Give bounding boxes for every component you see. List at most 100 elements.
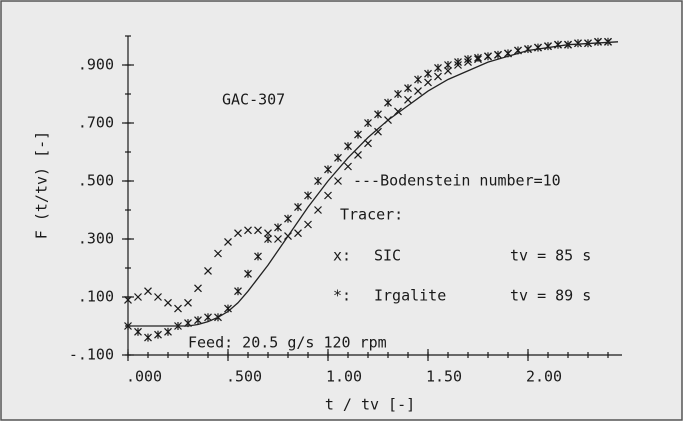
data-point [314, 206, 322, 214]
marker-stroke [314, 206, 322, 214]
data-point [194, 316, 202, 325]
marker-stroke [334, 177, 342, 185]
data-point [174, 304, 182, 313]
data-point [494, 50, 502, 59]
marker-stroke [194, 284, 202, 293]
legend-marker-label: x: [333, 247, 351, 265]
data-point [364, 119, 372, 127]
data-point [274, 223, 282, 232]
data-point [194, 284, 202, 293]
data-point [264, 229, 272, 238]
marker-stroke [124, 295, 132, 304]
model-line [128, 41, 619, 327]
data-point [444, 66, 452, 75]
data-point [154, 330, 162, 339]
data-point [354, 150, 362, 159]
marker-stroke [154, 293, 162, 301]
data-point [264, 235, 272, 243]
data-point [394, 90, 402, 98]
data-point [244, 226, 252, 235]
marker-stroke [264, 229, 272, 238]
data-point [234, 287, 242, 296]
data-point [344, 162, 352, 171]
data-point [204, 266, 212, 275]
x-tick-label: .500 [226, 368, 262, 386]
data-point [274, 235, 282, 243]
data-point [254, 226, 262, 235]
data-point [244, 269, 252, 278]
data-point [354, 130, 362, 139]
data-point [414, 75, 422, 84]
annotation: ---Bodenstein number=10 [353, 172, 561, 190]
x-tick-label: .000 [126, 368, 162, 386]
marker-stroke [374, 127, 382, 136]
y-tick-label: .500 [78, 172, 114, 190]
data-point [134, 293, 142, 301]
legend-entry: SIC [374, 247, 401, 265]
marker-stroke [234, 229, 242, 238]
data-point [474, 53, 482, 62]
data-point [414, 87, 422, 96]
marker-stroke [134, 293, 142, 301]
data-point [364, 139, 372, 148]
legend-title: Tracer: [340, 206, 403, 224]
marker-stroke [404, 95, 412, 104]
data-point [384, 98, 392, 107]
marker-stroke [164, 298, 172, 307]
y-tick-label: -.100 [69, 346, 114, 364]
marker-stroke [294, 229, 302, 238]
data-point [224, 237, 232, 246]
legend-note: tv = 85 s [510, 247, 591, 265]
data-point [294, 203, 302, 212]
data-point [454, 58, 462, 67]
marker-stroke [354, 150, 362, 159]
data-point [324, 165, 332, 174]
data-point [434, 63, 442, 72]
y-tick-label: .100 [78, 288, 114, 306]
y-tick-label: .700 [78, 114, 114, 132]
marker-stroke [144, 287, 152, 296]
data-point [284, 214, 292, 223]
legend-note: tv = 89 s [510, 287, 591, 305]
data-point [124, 295, 132, 304]
y-axis-label: F (t/tv) [-] [33, 131, 51, 239]
data-point [594, 37, 602, 46]
marker-stroke [244, 226, 252, 235]
data-point [184, 298, 192, 307]
marker-stroke [344, 162, 352, 171]
marker-stroke [184, 298, 192, 307]
x-tick-label: 1.00 [326, 368, 362, 386]
marker-stroke [214, 249, 222, 258]
marker-stroke [424, 78, 432, 87]
data-point [434, 72, 442, 81]
data-point [314, 177, 322, 185]
data-point [234, 229, 242, 238]
data-point [254, 252, 262, 261]
marker-stroke [444, 66, 452, 75]
data-point [164, 327, 172, 336]
data-point [404, 95, 412, 104]
data-point [374, 127, 382, 136]
marker-stroke [254, 226, 262, 235]
legend-marker-label: *: [333, 287, 351, 305]
marker-stroke [434, 72, 442, 81]
data-point [154, 293, 162, 301]
data-point [444, 61, 452, 69]
marker-stroke [224, 237, 232, 246]
marker-stroke [394, 107, 402, 116]
marker-stroke [204, 266, 212, 275]
data-point [294, 229, 302, 238]
data-point [424, 69, 432, 78]
x-tick-label: 2.00 [526, 368, 562, 386]
data-point [404, 84, 412, 93]
marker-stroke [174, 304, 182, 313]
data-point [144, 287, 152, 296]
data-point [464, 55, 472, 64]
chart-title: GAC-307 [222, 91, 285, 109]
data-point [324, 191, 332, 200]
data-point [164, 298, 172, 307]
x-tick-label: 1.50 [426, 368, 462, 386]
marker-stroke [414, 87, 422, 96]
